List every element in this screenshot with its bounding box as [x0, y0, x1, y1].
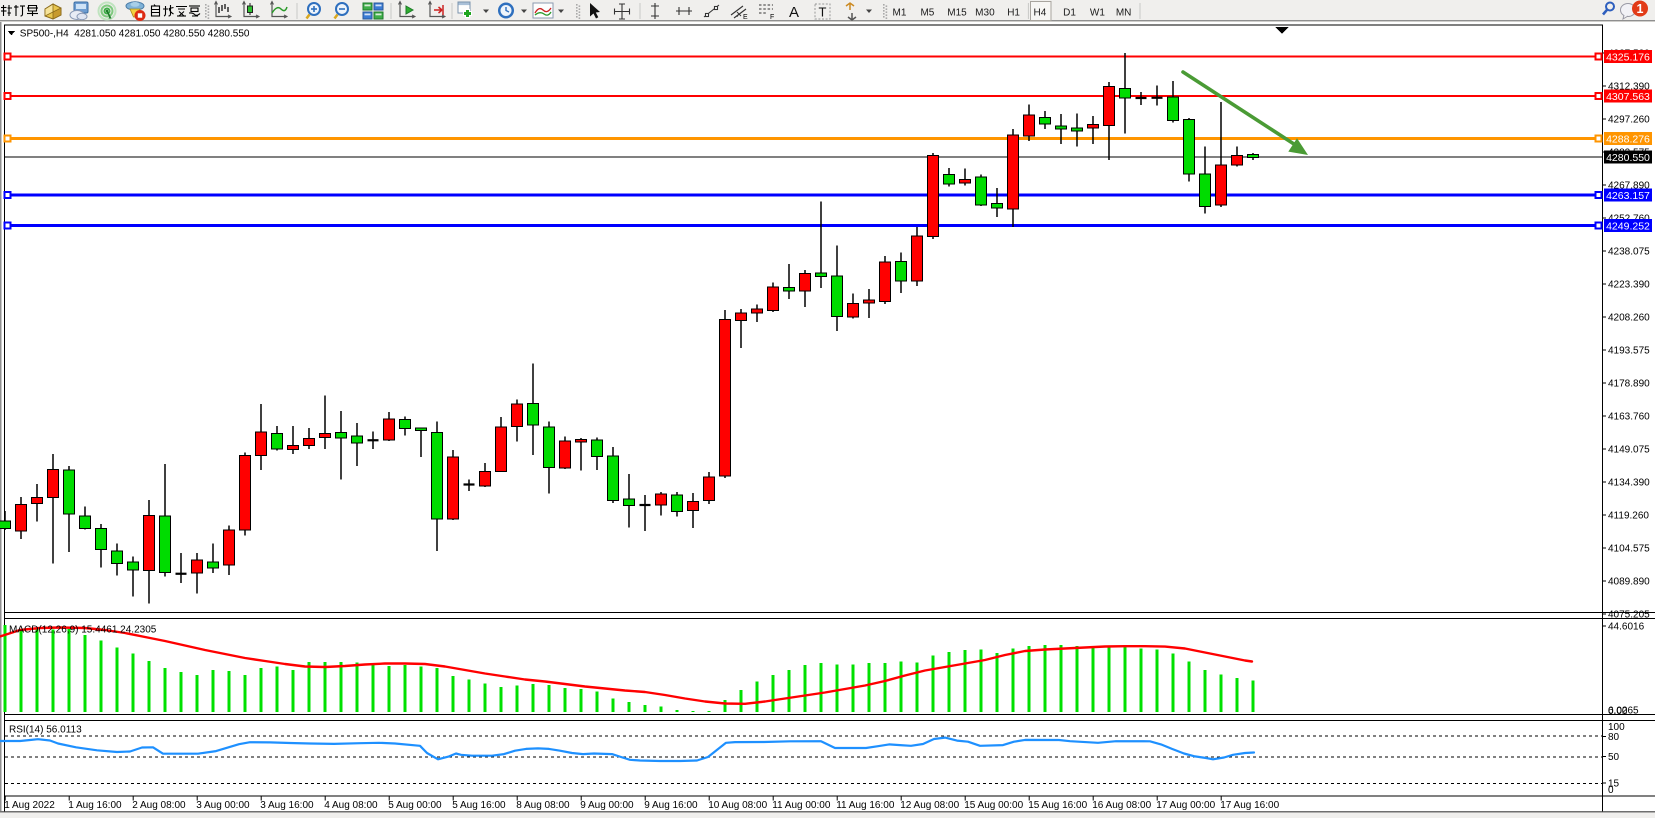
svg-text:4119.260: 4119.260	[1608, 511, 1649, 522]
svg-text:1: 1	[1637, 2, 1644, 16]
svg-text:A: A	[789, 4, 799, 21]
svg-text:RSI(14) 56.0113: RSI(14) 56.0113	[9, 725, 82, 736]
svg-text:2 Aug 08:00: 2 Aug 08:00	[132, 800, 186, 811]
svg-text:11 Aug 16:00: 11 Aug 16:00	[836, 800, 895, 811]
svg-text:1 Aug 2022: 1 Aug 2022	[4, 800, 55, 811]
svg-text:D1: D1	[1063, 8, 1076, 19]
svg-text:4178.890: 4178.890	[1608, 379, 1650, 390]
svg-text:4163.760: 4163.760	[1608, 412, 1650, 423]
svg-text:4134.390: 4134.390	[1608, 478, 1650, 489]
svg-text:4297.260: 4297.260	[1608, 115, 1650, 126]
svg-text:4223.390: 4223.390	[1608, 280, 1650, 291]
svg-text:4280.550: 4280.550	[1606, 152, 1650, 164]
svg-text:M5: M5	[920, 8, 934, 19]
svg-text:80: 80	[1608, 732, 1620, 743]
svg-text:4089.890: 4089.890	[1608, 577, 1650, 588]
svg-text:4149.075: 4149.075	[1608, 445, 1650, 456]
svg-text:M30: M30	[975, 8, 995, 19]
svg-text:8 Aug 08:00: 8 Aug 08:00	[516, 800, 570, 811]
svg-text:15 Aug 16:00: 15 Aug 16:00	[1028, 800, 1087, 811]
svg-text:4249.252: 4249.252	[1606, 220, 1650, 232]
svg-text:E: E	[743, 14, 748, 21]
svg-text:5 Aug 00:00: 5 Aug 00:00	[388, 800, 442, 811]
svg-text:4263.157: 4263.157	[1606, 190, 1650, 202]
svg-text:15 Aug 00:00: 15 Aug 00:00	[964, 800, 1023, 811]
svg-text:W1: W1	[1090, 8, 1105, 19]
svg-text:12 Aug 08:00: 12 Aug 08:00	[900, 800, 959, 811]
svg-text:0.00: 0.00	[1608, 706, 1628, 717]
svg-text:M1: M1	[893, 8, 907, 19]
svg-text:4208.260: 4208.260	[1608, 313, 1650, 324]
svg-text:9 Aug 16:00: 9 Aug 16:00	[644, 800, 698, 811]
svg-text:4267.890: 4267.890	[1608, 181, 1650, 192]
svg-text:M15: M15	[947, 8, 967, 19]
svg-text:4325.176: 4325.176	[1606, 51, 1650, 63]
svg-text:16 Aug 08:00: 16 Aug 08:00	[1092, 800, 1151, 811]
svg-text:4307.563: 4307.563	[1606, 91, 1650, 103]
svg-text:9 Aug 00:00: 9 Aug 00:00	[580, 800, 634, 811]
svg-text:100: 100	[1608, 722, 1625, 733]
svg-text:MN: MN	[1116, 8, 1132, 19]
svg-text:10 Aug 08:00: 10 Aug 08:00	[708, 800, 767, 811]
svg-text:44.6016: 44.6016	[1608, 622, 1645, 633]
svg-text:17 Aug 16:00: 17 Aug 16:00	[1220, 800, 1279, 811]
svg-text:50: 50	[1608, 752, 1620, 763]
svg-text:4104.575: 4104.575	[1608, 544, 1650, 555]
svg-text:F: F	[770, 14, 774, 21]
svg-text:4312.390: 4312.390	[1608, 82, 1650, 93]
svg-text:4288.276: 4288.276	[1606, 133, 1650, 145]
svg-text:11 Aug 00:00: 11 Aug 00:00	[772, 800, 831, 811]
svg-text:4238.075: 4238.075	[1608, 247, 1650, 258]
svg-text:3 Aug 16:00: 3 Aug 16:00	[260, 800, 314, 811]
svg-text:1 Aug 16:00: 1 Aug 16:00	[68, 800, 122, 811]
svg-text:15: 15	[1608, 779, 1620, 790]
svg-text:17 Aug 00:00: 17 Aug 00:00	[1156, 800, 1215, 811]
svg-text:4075.205: 4075.205	[1608, 610, 1650, 621]
svg-text:H4: H4	[1034, 8, 1047, 19]
svg-text:6.0265: 6.0265	[1608, 706, 1639, 717]
svg-text:H1: H1	[1007, 8, 1020, 19]
svg-text:T: T	[819, 5, 827, 20]
svg-text:MACD(12,26,9) 15.4461 24.2305: MACD(12,26,9) 15.4461 24.2305	[9, 625, 157, 636]
svg-text:0: 0	[1608, 785, 1614, 796]
svg-text:4193.575: 4193.575	[1608, 346, 1650, 357]
svg-text:4 Aug 08:00: 4 Aug 08:00	[324, 800, 378, 811]
svg-text:SP500-,H4 4281.050 4281.050 4: SP500-,H4 4281.050 4281.050 4280.550 428…	[20, 28, 250, 39]
svg-text:5 Aug 16:00: 5 Aug 16:00	[452, 800, 506, 811]
svg-text:3 Aug 00:00: 3 Aug 00:00	[196, 800, 250, 811]
